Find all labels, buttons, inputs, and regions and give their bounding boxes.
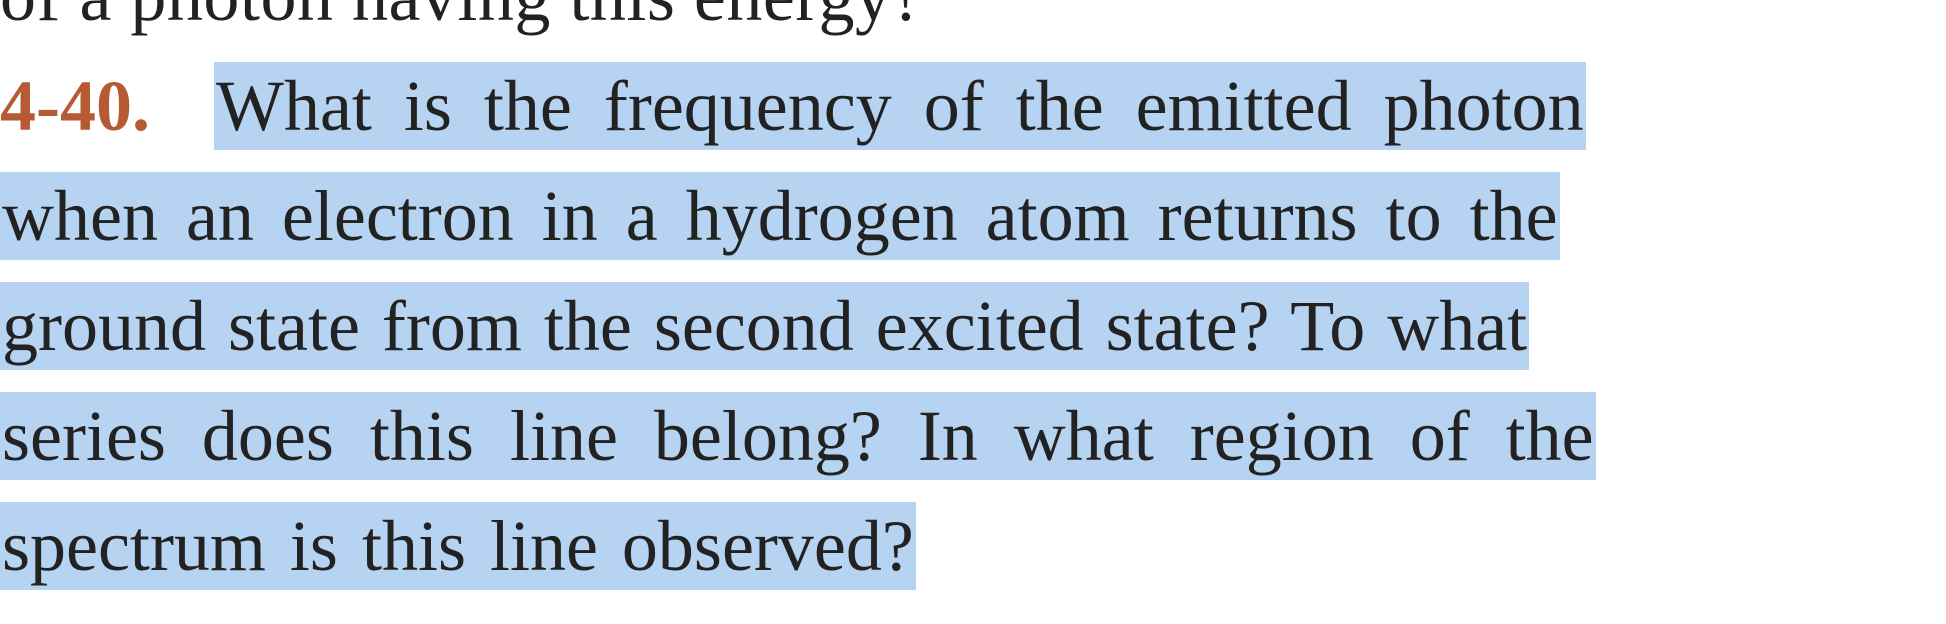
problem-text-seg3: ground state from the second excited sta… <box>0 282 1529 370</box>
problem-line-4: series does this line belong? In what re… <box>0 400 1596 472</box>
problem-text-seg4: series does this line belong? In what re… <box>0 392 1596 480</box>
problem-text-seg1: What is the frequency of the emitted pho… <box>214 62 1586 150</box>
spacer2 <box>150 614 206 624</box>
page: of a photon having this energy? 4-40. Wh… <box>0 0 1946 624</box>
problem-number: 4-40. <box>0 66 150 146</box>
problem-line-5: spectrum is this line observed? <box>0 510 916 582</box>
cutoff-top-line: of a photon having this energy? <box>0 0 924 32</box>
problem-line-2: when an electron in a hydrogen atom retu… <box>0 180 1560 252</box>
cutoff-top-text: of a photon having this energy? <box>0 0 924 36</box>
cutoff-bottom-number: 4-41. <box>0 614 150 624</box>
cutoff-bottom-text: Calculate the frequency of the 3 → 2 lin… <box>206 614 1562 624</box>
problem-text-seg5: spectrum is this line observed? <box>0 502 916 590</box>
problem-line-3: ground state from the second excited sta… <box>0 290 1529 362</box>
problem-text-seg2: when an electron in a hydrogen atom retu… <box>0 172 1560 260</box>
spacer <box>150 66 214 146</box>
problem-line-1: 4-40. What is the frequency of the emitt… <box>0 70 1586 142</box>
cutoff-bottom-line: 4-41. Calculate the frequency of the 3 →… <box>0 618 1562 624</box>
